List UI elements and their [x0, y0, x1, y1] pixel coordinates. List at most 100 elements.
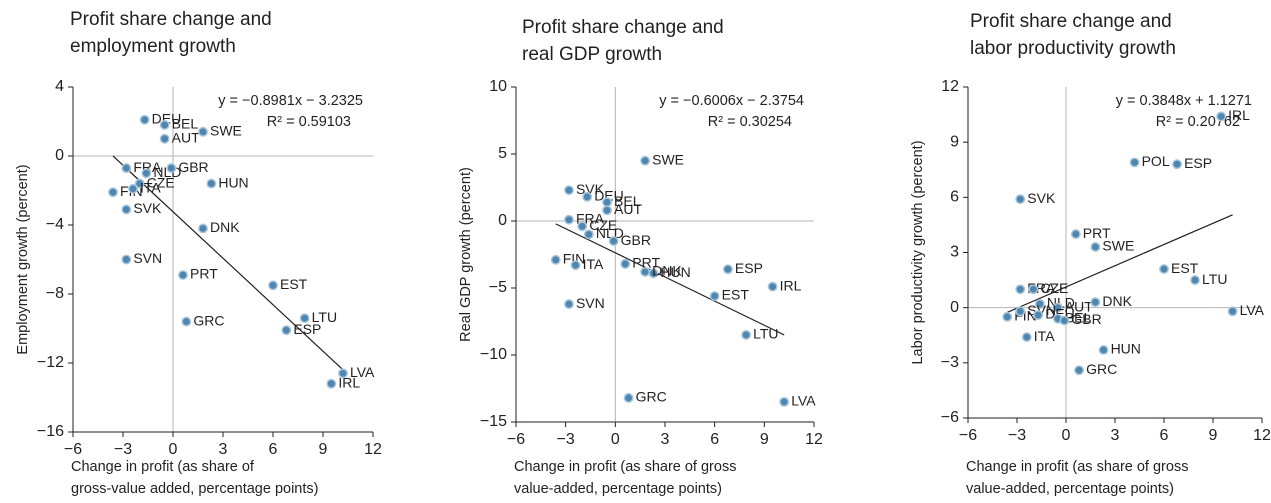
point-label: IRL: [338, 374, 360, 390]
data-point: [134, 178, 145, 189]
x-axis-label: value-added, percentage points): [966, 481, 1174, 497]
y-tick-label: 10: [489, 78, 507, 95]
y-tick-label: 9: [950, 133, 959, 150]
point-label: POL: [1142, 153, 1170, 169]
point-label: DEU: [594, 188, 624, 204]
x-tick-label: −6: [64, 441, 82, 458]
data-point: [1015, 284, 1026, 295]
point-label: DNK: [210, 219, 240, 235]
point-label: CZE: [147, 174, 175, 190]
data-point: [1129, 157, 1140, 168]
point-label: AUT: [614, 201, 642, 217]
data-point: [159, 120, 170, 130]
x-tick-label: 3: [1111, 427, 1120, 444]
data-point: [1028, 284, 1039, 295]
point-label: ESP: [735, 260, 763, 276]
data-point: [602, 205, 613, 216]
data-point: [564, 214, 574, 225]
trend-r2: R² = 0.59103: [267, 114, 351, 130]
data-point: [121, 163, 132, 174]
point-label: LVA: [1240, 302, 1265, 318]
x-tick-label: 6: [1160, 427, 1169, 444]
y-tick-label: 0: [55, 147, 64, 164]
data-point: [570, 260, 581, 271]
x-tick-label: 9: [760, 431, 769, 448]
trend-r2: R² = 0.30254: [708, 114, 792, 130]
point-label: LVA: [791, 393, 816, 409]
x-tick-label: 12: [364, 441, 382, 458]
point-label: CZE: [1040, 280, 1068, 296]
point-label: PRT: [1083, 225, 1111, 241]
data-point: [159, 133, 170, 144]
point-label: HUN: [218, 174, 248, 190]
y-tick-label: −12: [37, 354, 64, 371]
point-label: SVK: [1027, 190, 1056, 206]
point-label: BEL: [172, 116, 199, 132]
x-tick-label: −6: [507, 431, 525, 448]
data-point: [1190, 275, 1200, 286]
data-point: [268, 280, 278, 291]
x-tick-label: −3: [557, 431, 575, 448]
y-tick-label: −15: [480, 413, 507, 430]
y-tick-label: −3: [941, 354, 959, 371]
data-point: [326, 378, 337, 389]
y-tick-label: 6: [950, 189, 959, 206]
data-point: [1159, 264, 1169, 274]
point-label: HUN: [660, 264, 690, 280]
y-tick-label: 5: [498, 145, 507, 162]
point-label: LVA: [350, 364, 375, 380]
point-label: EST: [722, 287, 750, 303]
point-label: PRT: [190, 266, 218, 282]
point-label: AUT: [1065, 298, 1093, 314]
data-point: [1074, 365, 1085, 376]
point-label: GBR: [178, 159, 208, 175]
data-point: [338, 368, 348, 379]
data-point: [779, 396, 790, 407]
point-label: ITA: [1034, 328, 1055, 344]
data-point: [1033, 310, 1044, 320]
data-point: [139, 114, 150, 125]
point-label: AUT: [172, 129, 200, 145]
y-axis-label: Employment growth (percent): [15, 164, 31, 354]
data-point: [198, 126, 208, 137]
point-label: ESP: [293, 321, 321, 337]
data-point: [608, 236, 619, 247]
x-tick-label: 12: [1253, 427, 1271, 444]
y-tick-label: 3: [950, 244, 959, 261]
point-label: SVN: [576, 295, 605, 311]
x-tick-label: 3: [661, 431, 670, 448]
point-label: IRL: [1228, 107, 1250, 123]
trend-line: [1006, 214, 1233, 313]
x-tick-label: −6: [959, 427, 977, 444]
point-label: IRL: [780, 277, 802, 293]
y-tick-label: −10: [480, 346, 507, 363]
point-label: PRT: [632, 255, 660, 271]
data-point: [299, 313, 310, 324]
x-tick-label: 0: [1062, 427, 1071, 444]
point-label: EST: [280, 276, 308, 292]
point-label: DEU: [152, 110, 182, 126]
point-label: BEL: [614, 193, 641, 209]
point-label: ITA: [140, 179, 161, 195]
data-point: [602, 197, 613, 208]
trend-equation: y = −0.8981x − 3.2325: [218, 93, 363, 109]
x-axis-label: Change in profit (as share of gross: [966, 459, 1188, 475]
data-point: [206, 178, 217, 189]
point-label: SWE: [210, 123, 242, 139]
chart-title: employment growth: [70, 36, 236, 57]
data-point: [1070, 229, 1081, 240]
trend-equation: y = 0.3848x + 1.1271: [1116, 93, 1252, 109]
x-tick-label: 3: [219, 441, 228, 458]
point-label: CZE: [589, 217, 617, 233]
data-point: [1002, 311, 1013, 322]
point-label: DNK: [1102, 293, 1132, 309]
point-label: SWE: [652, 151, 684, 167]
y-axis-label: Labor productivity growth (percent): [910, 140, 926, 364]
data-point: [583, 229, 594, 240]
y-tick-label: −6: [941, 409, 959, 426]
x-axis-label: value-added, percentage points): [514, 481, 722, 497]
trend-line: [555, 223, 785, 336]
data-point: [582, 191, 593, 202]
chart-title: real GDP growth: [522, 44, 662, 65]
